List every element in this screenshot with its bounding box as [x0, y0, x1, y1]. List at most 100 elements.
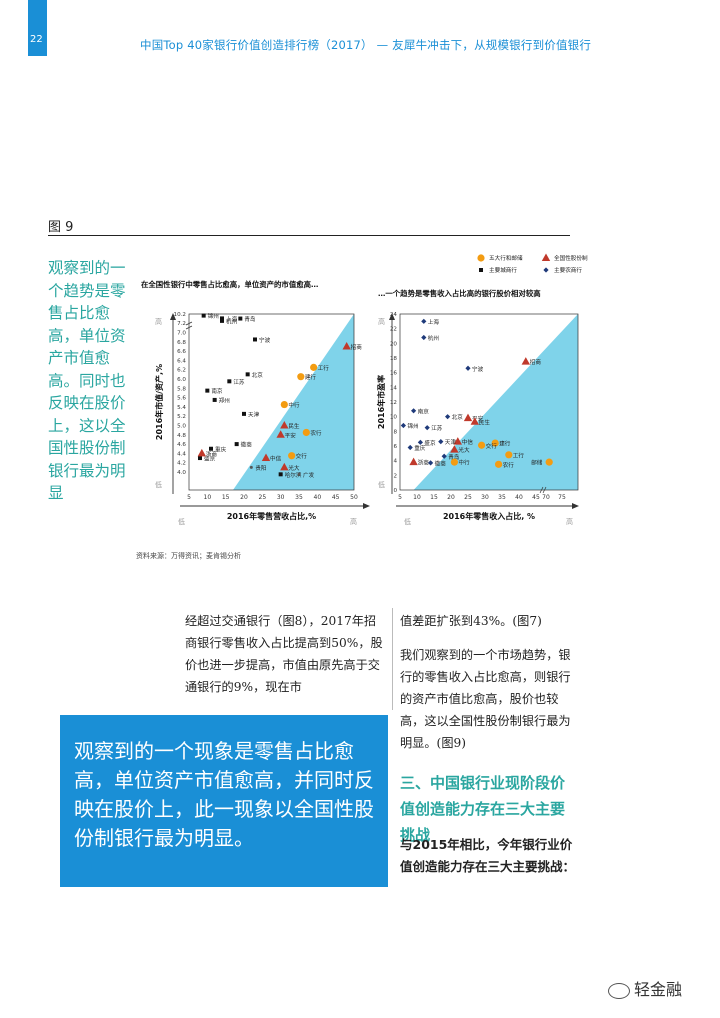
page-number: 22: [30, 34, 43, 45]
chart1-x-tick: 35: [295, 494, 303, 501]
chart2-point: [409, 457, 418, 466]
chart1-x-label: 2016年零售营收占比,%: [227, 511, 316, 521]
chart1-y-tick: 7.0: [177, 331, 186, 337]
chart2-y-label: 2016年市盈率: [376, 375, 386, 429]
chart2-point: [428, 460, 434, 466]
chart2-y-tick: 12: [390, 400, 397, 406]
chart2-legend-label: 主要农商行: [554, 266, 582, 274]
chart2-x-tick: 40: [515, 494, 523, 501]
chart2-x-tick: 5: [398, 494, 402, 501]
chart1-title: 在全国性银行中零售占比愈高，单位资产的市值愈高…: [141, 280, 318, 289]
section-intro: 与2015年相比，今年银行业价值创造能力存在三大主要挑战：: [400, 837, 576, 874]
chart2-point: [411, 408, 417, 414]
page-number-bar: [28, 0, 47, 56]
chart2-y-tick: 18: [390, 356, 398, 362]
chart1-point: [242, 411, 246, 416]
chart2-x-arrowhead: [572, 503, 579, 509]
body-text-left: 经超过交通银行（图8），2017年招商银行零售收入占比提高到50%，股价也进一步…: [185, 614, 383, 694]
chart1-point-label: 郑州: [219, 396, 230, 404]
chart2-y-tick: 2: [393, 473, 397, 479]
chart1-point-label: 上海: [226, 315, 238, 323]
chart1-y-tick: 5.6: [177, 396, 186, 402]
body-paragraph-1: 值差距扩张到43%。(图7): [400, 614, 542, 628]
chart2-point: [478, 441, 486, 449]
chart1-point-label: 哈尔滨: [285, 471, 302, 479]
chart2-point-label: 交行: [486, 442, 498, 450]
chart2-y-tick: 0: [393, 488, 397, 494]
chart1-y-tick: 4.8: [177, 433, 186, 439]
chart1-x-tick: 5: [187, 494, 191, 501]
chart1-point: [280, 400, 288, 409]
chart2-high-y: 高: [378, 317, 385, 326]
chart1-y-arrowhead: [170, 313, 176, 320]
chart2-point: [450, 458, 458, 466]
chart1-point-label: 江苏: [233, 378, 245, 386]
body-text-right: 值差距扩张到43%。(图7) 我们观察到的一个市场趋势，银行的零售收入占比愈高，…: [400, 610, 572, 766]
chart1-point: [245, 372, 250, 377]
chart1-point-label: 宁波: [259, 336, 271, 344]
chart1-point: [276, 430, 285, 438]
chart2-y-arrowhead: [389, 313, 395, 320]
highlight-text: 观察到的一个现象是零售占比愈高，单位资产市值愈高，并同时反映在股价上，此一现象以…: [74, 739, 374, 850]
chart2-x-tick: 15: [430, 494, 438, 501]
chart1-point: [249, 465, 253, 469]
chart1-point: [227, 379, 232, 384]
chart2-x-tick: 35: [498, 494, 506, 501]
chart2-legend-label: 主要城商行: [489, 266, 517, 274]
chart2-low-x: 低: [404, 517, 411, 526]
chart1-y-tick: 6.4: [177, 358, 186, 364]
chart2-legend-marker: [541, 253, 551, 261]
body-paragraph-2: 我们观察到的一个市场趋势，银行的零售收入占比愈高，则银行的资产市值比愈高，股价也…: [400, 648, 571, 750]
chart2-y-tick: 6: [393, 444, 397, 450]
chart2-x-tick: 20: [447, 494, 455, 501]
chart1-point-label: 贵阳: [255, 464, 267, 472]
source-note: 资料来源：万得资讯；麦肯锡分析: [136, 552, 241, 560]
chart1-x-tick: 40: [314, 494, 322, 501]
chart2-axis-break-2: [542, 486, 547, 494]
chart2-point: [400, 422, 406, 429]
chart2-x-tick: 30: [481, 494, 489, 501]
chart1-point-label: 锦州: [208, 312, 219, 320]
chart1-point-label: 民生: [288, 422, 300, 430]
chart1-point: [220, 318, 224, 323]
chart2-y-tick: 24: [390, 312, 398, 318]
highlight-box: 观察到的一个现象是零售占比愈高，单位资产市值愈高，并同时反映在股价上，此一现象以…: [60, 715, 388, 887]
chart2-y-tick: 20: [390, 341, 398, 347]
chart1-point-label: 天津: [248, 411, 260, 418]
chart1-point: [234, 442, 239, 447]
chart2-point: [407, 444, 413, 451]
chart2-point-label: 徽商: [435, 459, 447, 467]
chart2-x-tick: 75: [558, 494, 566, 501]
chart2-point: [421, 334, 427, 341]
chart2-point-label: 民生: [479, 418, 491, 426]
chart1-high-y: 高: [155, 317, 162, 326]
chart1-point: [209, 446, 213, 451]
chart2-point: [441, 453, 447, 459]
chart2-point-label: 杭州: [428, 334, 439, 342]
chart2-legend-marker: [477, 254, 485, 262]
chart2-point: [417, 439, 423, 445]
chart1-low-x: 低: [178, 517, 185, 526]
chart1-y-tick: 4.6: [177, 442, 186, 448]
chart1-y-tick: 6.0: [177, 377, 186, 383]
chart1-frame: [188, 313, 355, 491]
chart2-legend-marker: [543, 267, 549, 273]
section-title: 三、中国银行业现阶段价值创造能力存在三大主要挑战: [400, 774, 566, 844]
chart1-y-tick: 5.0: [177, 424, 186, 430]
chart1-point-label: 盛京: [204, 455, 216, 463]
chart2-x-tick: 10: [413, 494, 421, 501]
chart2-legend-marker: [479, 268, 483, 272]
chart2-point-label: 农行: [503, 461, 515, 469]
chart2-point-label: 建行: [499, 440, 511, 448]
chart1-point-label: 浙商: [206, 450, 218, 458]
chart2-point-label: 盛京: [424, 439, 436, 447]
chart2-frame: [399, 313, 579, 491]
chart1-y-tick: 6.2: [177, 368, 186, 374]
chart2-point-label: 青岛: [448, 453, 460, 461]
chart1-point: [205, 388, 210, 393]
chart2-point: [521, 357, 530, 365]
chart2-point: [463, 413, 473, 422]
chart2-point: [465, 365, 471, 371]
chart1-point: [198, 456, 202, 461]
chart1-point: [310, 363, 318, 371]
